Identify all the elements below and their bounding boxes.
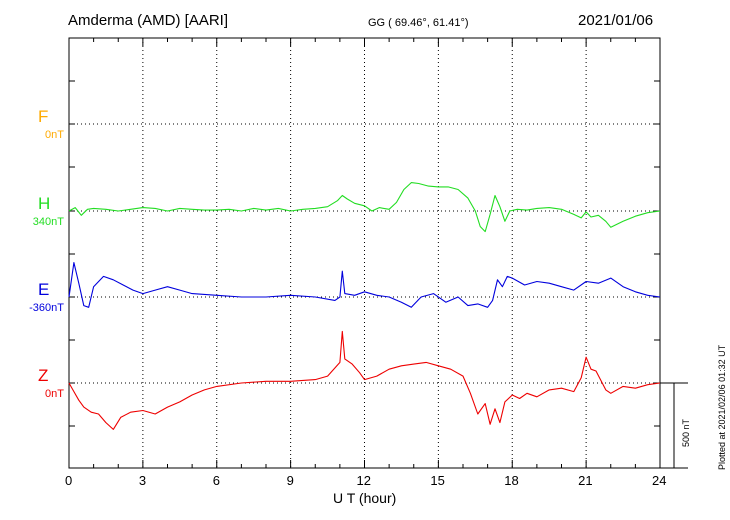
x-tick-label: 18 bbox=[504, 473, 519, 488]
x-tick-label: 24 bbox=[652, 473, 667, 488]
x-tick-label: 9 bbox=[286, 473, 294, 488]
grid-lines bbox=[69, 38, 660, 468]
x-tick-label: 12 bbox=[356, 473, 371, 488]
trace-h bbox=[68, 182, 661, 233]
component-baseline-e: -360nT bbox=[29, 302, 64, 314]
station-title: Amderma (AMD) [AARI] bbox=[68, 12, 229, 29]
x-axis-label: U T (hour) bbox=[333, 490, 397, 506]
scale-bar-label: 500 nT bbox=[681, 418, 691, 447]
component-name-h: H bbox=[38, 194, 51, 213]
x-tick-label: 6 bbox=[212, 473, 220, 488]
trace-z bbox=[68, 330, 661, 430]
component-baseline-z: 0nT bbox=[45, 388, 64, 400]
plotted-timestamp: Plotted at 2021/02/06 01:32 UT bbox=[717, 344, 727, 470]
x-tick-label: 3 bbox=[138, 473, 147, 488]
component-baseline-h: 340nT bbox=[32, 216, 64, 228]
component-traces bbox=[68, 182, 661, 430]
x-tick-label: 0 bbox=[65, 473, 73, 488]
scale-bar bbox=[660, 382, 688, 469]
component-name-f: F bbox=[38, 107, 49, 126]
x-tick-label: 15 bbox=[430, 473, 445, 488]
geographic-coords: GG ( 69.46°, 61.41°) bbox=[368, 17, 469, 29]
x-tick-label: 21 bbox=[578, 473, 593, 488]
trace-e bbox=[68, 262, 661, 308]
plot-date: 2021/01/06 bbox=[578, 12, 654, 29]
component-baseline-f: 0nT bbox=[45, 129, 64, 141]
component-name-e: E bbox=[38, 280, 50, 299]
component-name-z: Z bbox=[38, 366, 49, 385]
